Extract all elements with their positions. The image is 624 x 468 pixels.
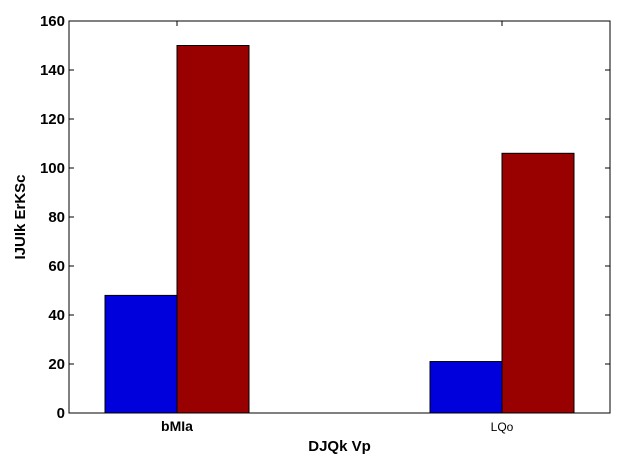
y-tick-label: 0: [57, 405, 65, 422]
y-tick-label: 160: [40, 13, 65, 30]
bar-LQo-series-1: [429, 361, 503, 414]
bar-LQo-series-2: [501, 152, 575, 414]
x-tick-label-LQo: LQo: [491, 420, 514, 434]
x-tick-label-bMIa: bMIa: [161, 418, 193, 434]
plot-marks: [104, 45, 575, 414]
y-tick-label: 80: [48, 209, 65, 226]
y-tick-label: 120: [40, 111, 65, 128]
y-axis-label: IJUIk ErKSc: [12, 174, 29, 259]
y-tick-label: 20: [48, 356, 65, 373]
bar-bMIa-series-2: [176, 45, 250, 414]
bar-bMIa-series-1: [104, 294, 178, 414]
axis-ticks: 0 20 40 60 80 100 120 140 160 bMIa LQo: [40, 13, 610, 434]
y-tick-label: 100: [40, 160, 65, 177]
y-tick-label: 40: [48, 307, 65, 324]
y-tick-label: 60: [48, 258, 65, 275]
x-axis-label: DJQk Vp: [308, 438, 371, 455]
y-tick-label: 140: [40, 62, 65, 79]
